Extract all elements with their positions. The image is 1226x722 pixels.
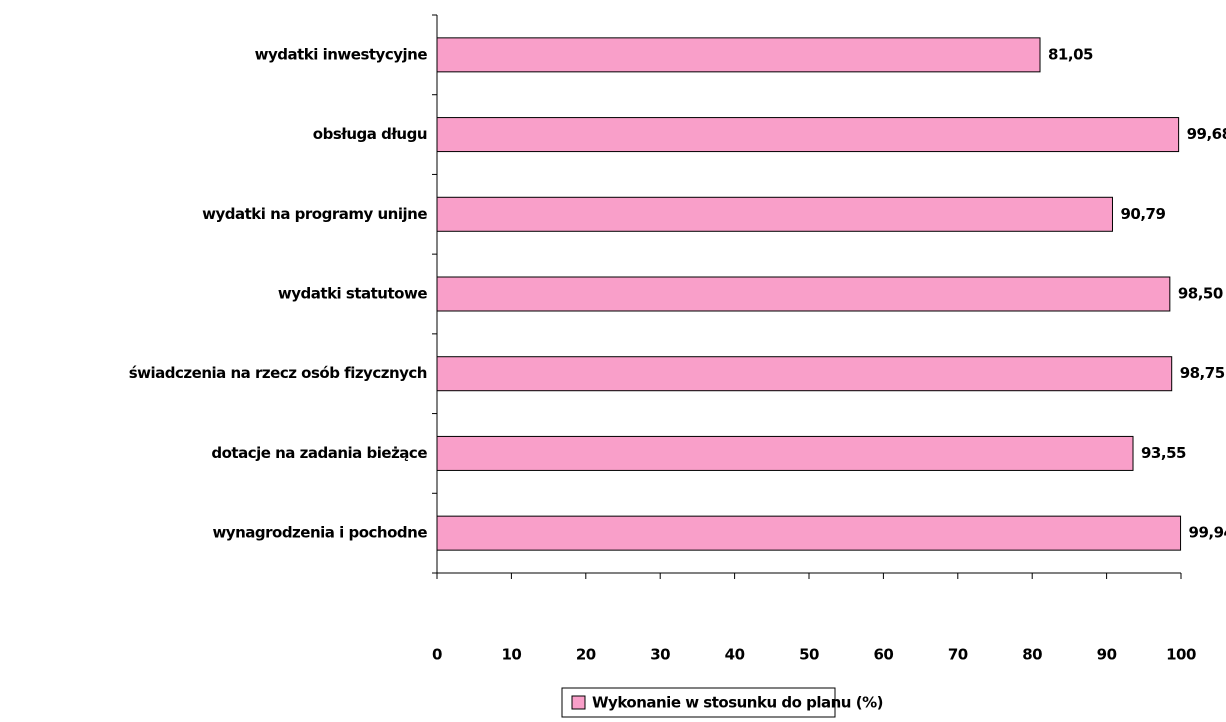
x-tick-label: 90 bbox=[1097, 646, 1117, 664]
x-tick-label: 30 bbox=[650, 646, 670, 664]
x-tick-label: 0 bbox=[432, 646, 442, 664]
x-tick-label: 80 bbox=[1022, 646, 1042, 664]
x-tick-label: 70 bbox=[948, 646, 968, 664]
value-label: 98,75 bbox=[1180, 364, 1225, 382]
x-tick-label: 10 bbox=[501, 646, 521, 664]
x-tick-label: 60 bbox=[873, 646, 893, 664]
x-tick-label: 40 bbox=[725, 646, 745, 664]
bar bbox=[436, 356, 1173, 392]
y-tick-label: dotacje na zadania bieżące bbox=[211, 444, 427, 462]
legend-box bbox=[561, 687, 836, 718]
value-label: 99,94 bbox=[1189, 524, 1226, 542]
value-label: 98,50 bbox=[1178, 285, 1223, 303]
value-label: 90,79 bbox=[1120, 205, 1165, 223]
value-label: 93,55 bbox=[1141, 444, 1186, 462]
y-tick-label: świadczenia na rzecz osób fizycznych bbox=[129, 364, 427, 382]
y-tick-label: wydatki statutowe bbox=[278, 285, 427, 303]
value-label: 81,05 bbox=[1048, 45, 1093, 63]
y-tick-label: wydatki inwestycyjne bbox=[255, 45, 428, 63]
y-tick-label: wynagrodzenia i pochodne bbox=[212, 524, 427, 542]
y-tick-label: wydatki na programy unijne bbox=[202, 205, 427, 223]
legend-swatch bbox=[571, 695, 586, 710]
bar bbox=[436, 435, 1134, 471]
x-tick-label: 100 bbox=[1166, 646, 1196, 664]
bar bbox=[436, 515, 1182, 551]
bar bbox=[436, 276, 1171, 312]
x-tick-label: 50 bbox=[799, 646, 819, 664]
legend-label: Wykonanie w stosunku do planu (%) bbox=[592, 694, 883, 712]
x-tick-label: 20 bbox=[576, 646, 596, 664]
bar bbox=[436, 37, 1041, 73]
bar bbox=[436, 196, 1113, 232]
value-label: 99,68 bbox=[1187, 125, 1226, 143]
bar bbox=[436, 117, 1180, 153]
y-tick-label: obsługa długu bbox=[313, 125, 427, 143]
